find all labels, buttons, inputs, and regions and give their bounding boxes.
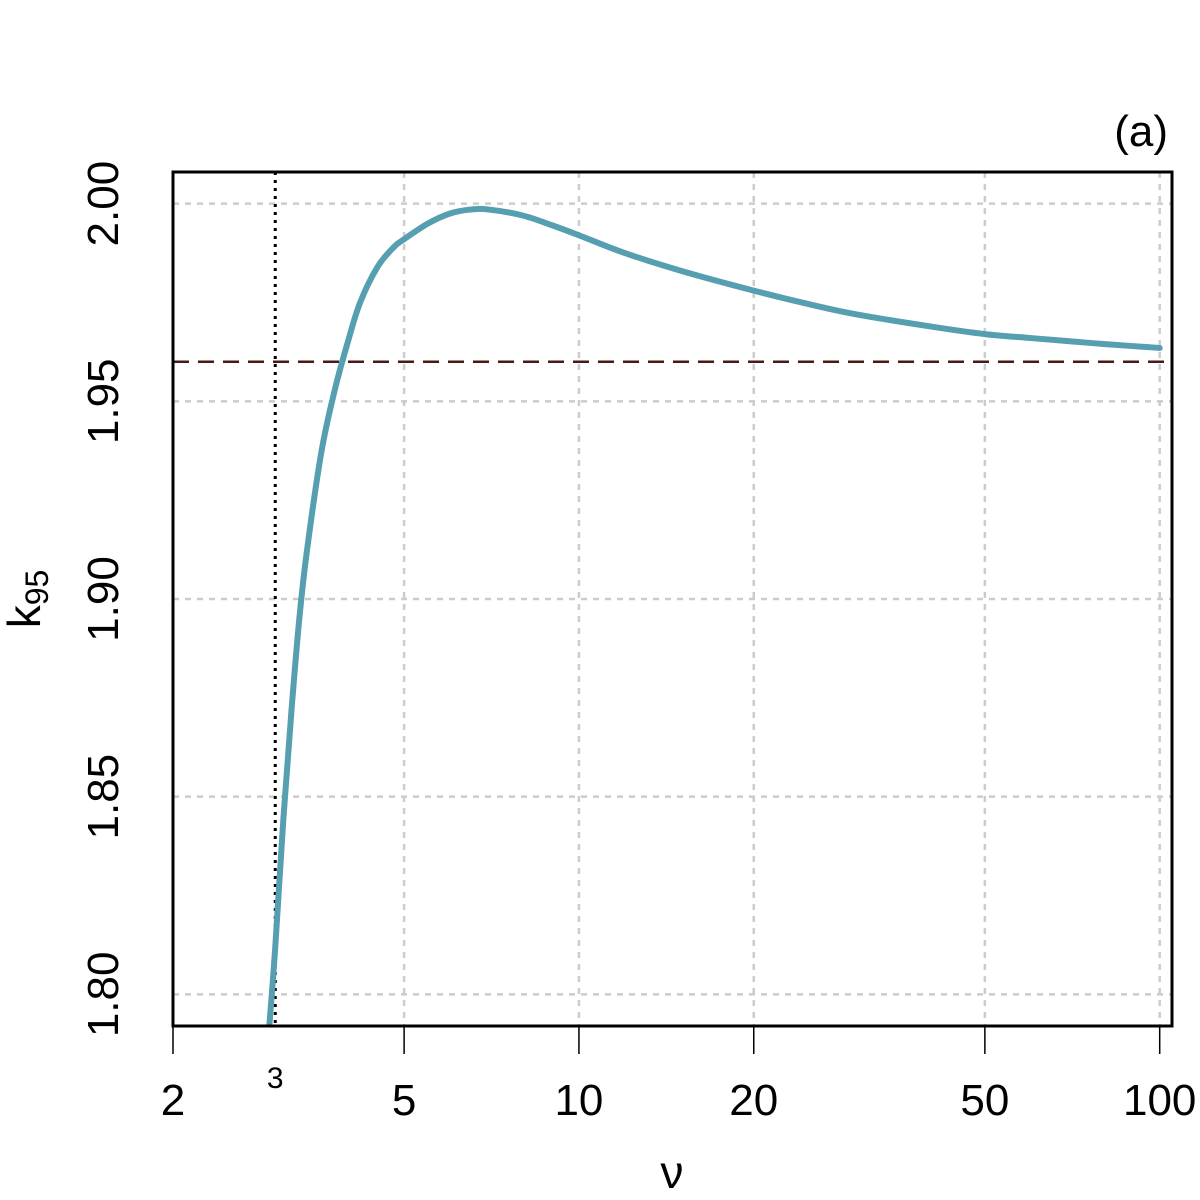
- x-tick-label: 2: [161, 1076, 185, 1125]
- y-axis-title-subscript: 95: [19, 570, 55, 606]
- x-tick-label: 10: [554, 1076, 603, 1125]
- y-axis-title: k95: [0, 570, 55, 629]
- y-tick-label: 1.95: [79, 358, 128, 444]
- x-tick-label: 5: [392, 1076, 416, 1125]
- x-tick-label: 20: [729, 1076, 778, 1125]
- panel-label: (a): [1114, 107, 1168, 156]
- series-layer: [266, 205, 1163, 1026]
- series-line: [266, 205, 1163, 1026]
- y-tick-label: 2.00: [79, 161, 128, 247]
- x-axis-title: ν: [661, 1146, 684, 1198]
- y-axis: 1.80 1.85 1.90 1.95 2.00: [79, 161, 128, 1037]
- reference-line-label: 3: [267, 1062, 284, 1095]
- x-tick-label: 50: [960, 1076, 1009, 1125]
- y-tick-label: 1.85: [79, 754, 128, 840]
- x-tick-label: 100: [1123, 1076, 1196, 1125]
- y-tick-label: 1.90: [79, 556, 128, 642]
- reference-lines: 3: [173, 172, 1172, 1095]
- y-axis-title-base: k: [0, 604, 50, 628]
- x-axis: 2 5 10 20 50 100: [161, 1026, 1196, 1125]
- grid: [171, 172, 1172, 1026]
- plot-frame: [171, 170, 1174, 1028]
- y-tick-label: 1.80: [79, 952, 128, 1038]
